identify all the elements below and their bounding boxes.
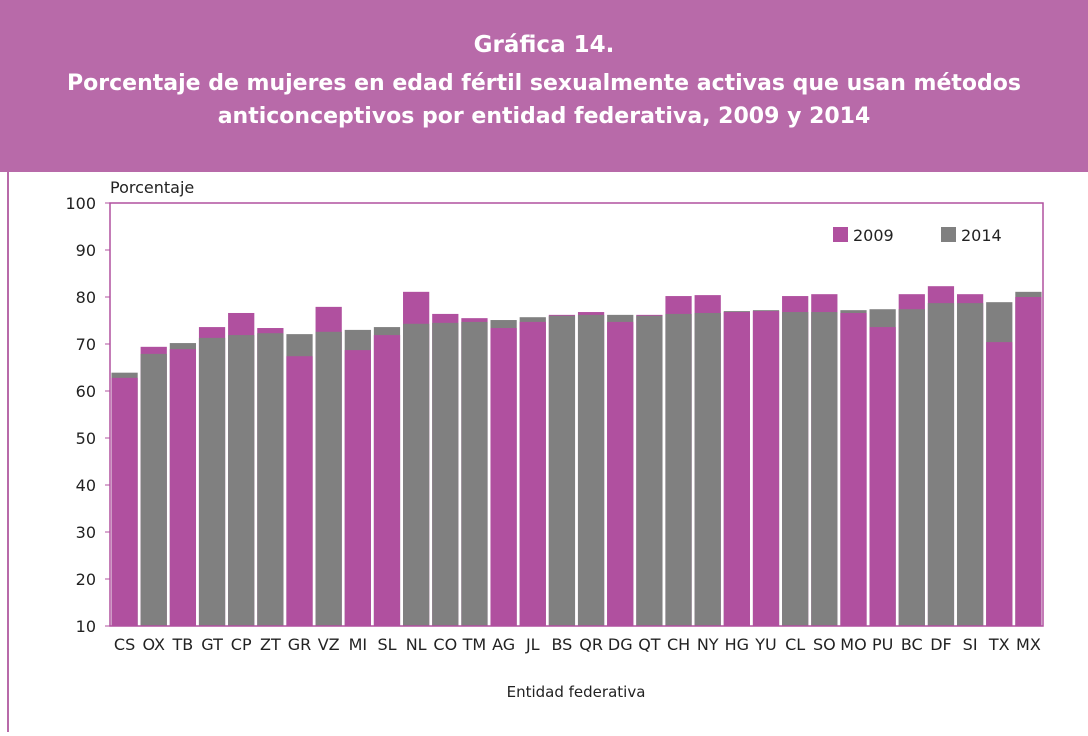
x-tick-label: CL: [785, 635, 805, 654]
bar: [927, 303, 955, 626]
x-tick-label: QT: [638, 635, 661, 654]
y-tick-label: 20: [76, 570, 96, 589]
bar: [694, 312, 721, 626]
legend-label: 2014: [961, 226, 1002, 245]
y-tick-label: 60: [76, 382, 96, 401]
bar: [519, 321, 546, 626]
x-tick-label: SO: [813, 635, 836, 654]
bar: [286, 356, 313, 626]
bar: [752, 311, 780, 626]
y-tick-label: 10: [76, 617, 96, 636]
bar: [956, 303, 984, 626]
x-tick-label: MI: [349, 635, 368, 654]
bar: [636, 315, 663, 626]
bar: [432, 322, 459, 626]
bar: [140, 353, 167, 626]
plot-frame: [109, 202, 1044, 627]
x-tick-label: CS: [114, 635, 135, 654]
bar: [198, 337, 226, 626]
bar: [986, 342, 1013, 626]
chart-subtitle: Porcentaje de mujeres en edad fértil sex…: [67, 71, 1021, 96]
y-tick-label: 100: [65, 194, 96, 213]
x-tick-label: HG: [725, 635, 749, 654]
chart-title: Gráfica 14.: [474, 32, 615, 58]
x-tick-label: TB: [172, 635, 194, 654]
x-axis-label: Entidad federativa: [507, 683, 646, 701]
x-tick-label: MO: [840, 635, 866, 654]
bar: [111, 377, 138, 626]
header-band: [0, 0, 1088, 172]
x-tick-label: DG: [608, 635, 633, 654]
bar: [723, 312, 750, 626]
bar: [461, 321, 488, 626]
x-tick-label: CH: [667, 635, 690, 654]
bar: [257, 333, 284, 626]
x-tick-label: NL: [406, 635, 427, 654]
x-tick-label: TM: [462, 635, 487, 654]
x-tick-label: VZ: [318, 635, 340, 654]
bar: [169, 349, 197, 626]
legend-swatch: [941, 227, 956, 242]
bar: [403, 323, 430, 626]
x-tick-label: ZT: [260, 635, 281, 654]
y-tick-label: 30: [76, 523, 96, 542]
bar: [869, 327, 896, 626]
chart-subtitle: anticonceptivos por entidad federativa, …: [218, 104, 871, 129]
y-tick-label: 90: [76, 241, 96, 260]
x-tick-label: OX: [142, 635, 165, 654]
y-tick-label: 40: [76, 476, 96, 495]
bar: [1015, 297, 1042, 626]
x-tick-label: GT: [201, 635, 223, 654]
legend-label: 2009: [853, 226, 894, 245]
bar: [373, 335, 401, 626]
bar: [548, 315, 576, 626]
y-axis-label: Porcentaje: [110, 178, 194, 197]
x-tick-label: NY: [697, 635, 719, 654]
x-tick-label: JL: [525, 635, 540, 654]
bar: [577, 314, 605, 626]
x-tick-label: GR: [288, 635, 312, 654]
bar: [490, 328, 517, 626]
x-tick-label: DF: [930, 635, 952, 654]
x-tick-label: BS: [551, 635, 572, 654]
bar: [782, 312, 809, 626]
bar: [315, 331, 342, 626]
x-tick-label: PU: [872, 635, 893, 654]
x-tick-label: BC: [901, 635, 923, 654]
bar: [811, 312, 838, 626]
x-tick-label: MX: [1016, 635, 1041, 654]
bar: [840, 312, 867, 626]
bar: [898, 309, 925, 626]
y-tick-label: 50: [76, 429, 96, 448]
x-tick-label: QR: [579, 635, 603, 654]
bar: [228, 335, 255, 626]
x-tick-label: YU: [754, 635, 776, 654]
x-tick-label: SI: [963, 635, 978, 654]
x-tick-label: AG: [492, 635, 515, 654]
bar: [665, 313, 692, 626]
bar: [344, 350, 371, 626]
x-tick-label: CO: [433, 635, 457, 654]
y-tick-label: 80: [76, 288, 96, 307]
x-tick-label: CP: [231, 635, 252, 654]
x-tick-label: TX: [988, 635, 1010, 654]
y-tick-label: 70: [76, 335, 96, 354]
x-tick-label: SL: [377, 635, 396, 654]
bar: [607, 321, 634, 626]
legend-swatch: [833, 227, 848, 242]
